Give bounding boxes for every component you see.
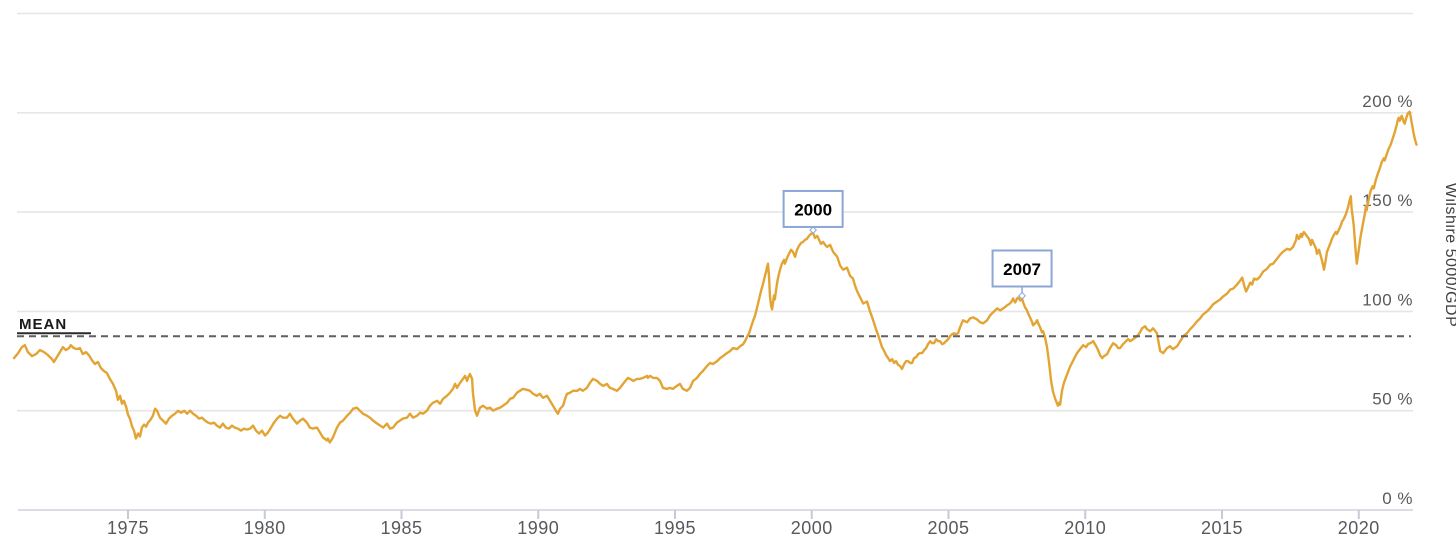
- x-tick-label-2005: 2005: [927, 518, 969, 538]
- y-tick-label-100: 100 %: [1362, 290, 1413, 309]
- y-tick-label-50: 50 %: [1372, 390, 1413, 409]
- annotation-pointer-tip-2000: [809, 226, 818, 235]
- series-line-wilshire-5000-gdp: [12, 110, 1418, 444]
- mean-line: MEAN: [17, 316, 1411, 338]
- mean-label: MEAN: [19, 316, 67, 333]
- annotation-2000: 2000: [782, 189, 844, 235]
- data-series-line: [12, 110, 1418, 444]
- x-tick-label-2000: 2000: [791, 518, 833, 538]
- annotations: 2000 2007: [782, 189, 1053, 300]
- gridlines: 0 % 50 % 100 % 150 % 200 %: [17, 12, 1413, 508]
- x-axis: 1975 1980 1985 1990 1995 2000 2005 2010 2015 2020: [18, 509, 1413, 538]
- y-tick-label-0: 0 %: [1382, 489, 1413, 508]
- annotation-box-2007: [991, 249, 1053, 288]
- x-tick-label-1980: 1980: [244, 518, 286, 538]
- annotation-label-2000: 2000: [794, 200, 832, 219]
- x-tick-label-2015: 2015: [1201, 518, 1243, 538]
- annotation-box-2000: [782, 189, 844, 228]
- x-tick-label-1990: 1990: [517, 518, 559, 538]
- x-tick-label-2020: 2020: [1338, 518, 1380, 538]
- annotation-label-2007: 2007: [1003, 260, 1041, 279]
- x-tick-label-1985: 1985: [380, 518, 422, 538]
- x-tick-label-2010: 2010: [1064, 518, 1106, 538]
- y-axis-title: Wilshire 5000/GDP: [1442, 183, 1456, 328]
- annotation-2007: 2007: [991, 249, 1053, 300]
- x-tick-label-1975: 1975: [107, 518, 149, 538]
- x-tick-label-1995: 1995: [654, 518, 696, 538]
- y-tick-label-200: 200 %: [1362, 92, 1413, 111]
- y-tick-label-150: 150 %: [1362, 191, 1413, 210]
- annotation-pointer-tip-2007: [1018, 291, 1026, 300]
